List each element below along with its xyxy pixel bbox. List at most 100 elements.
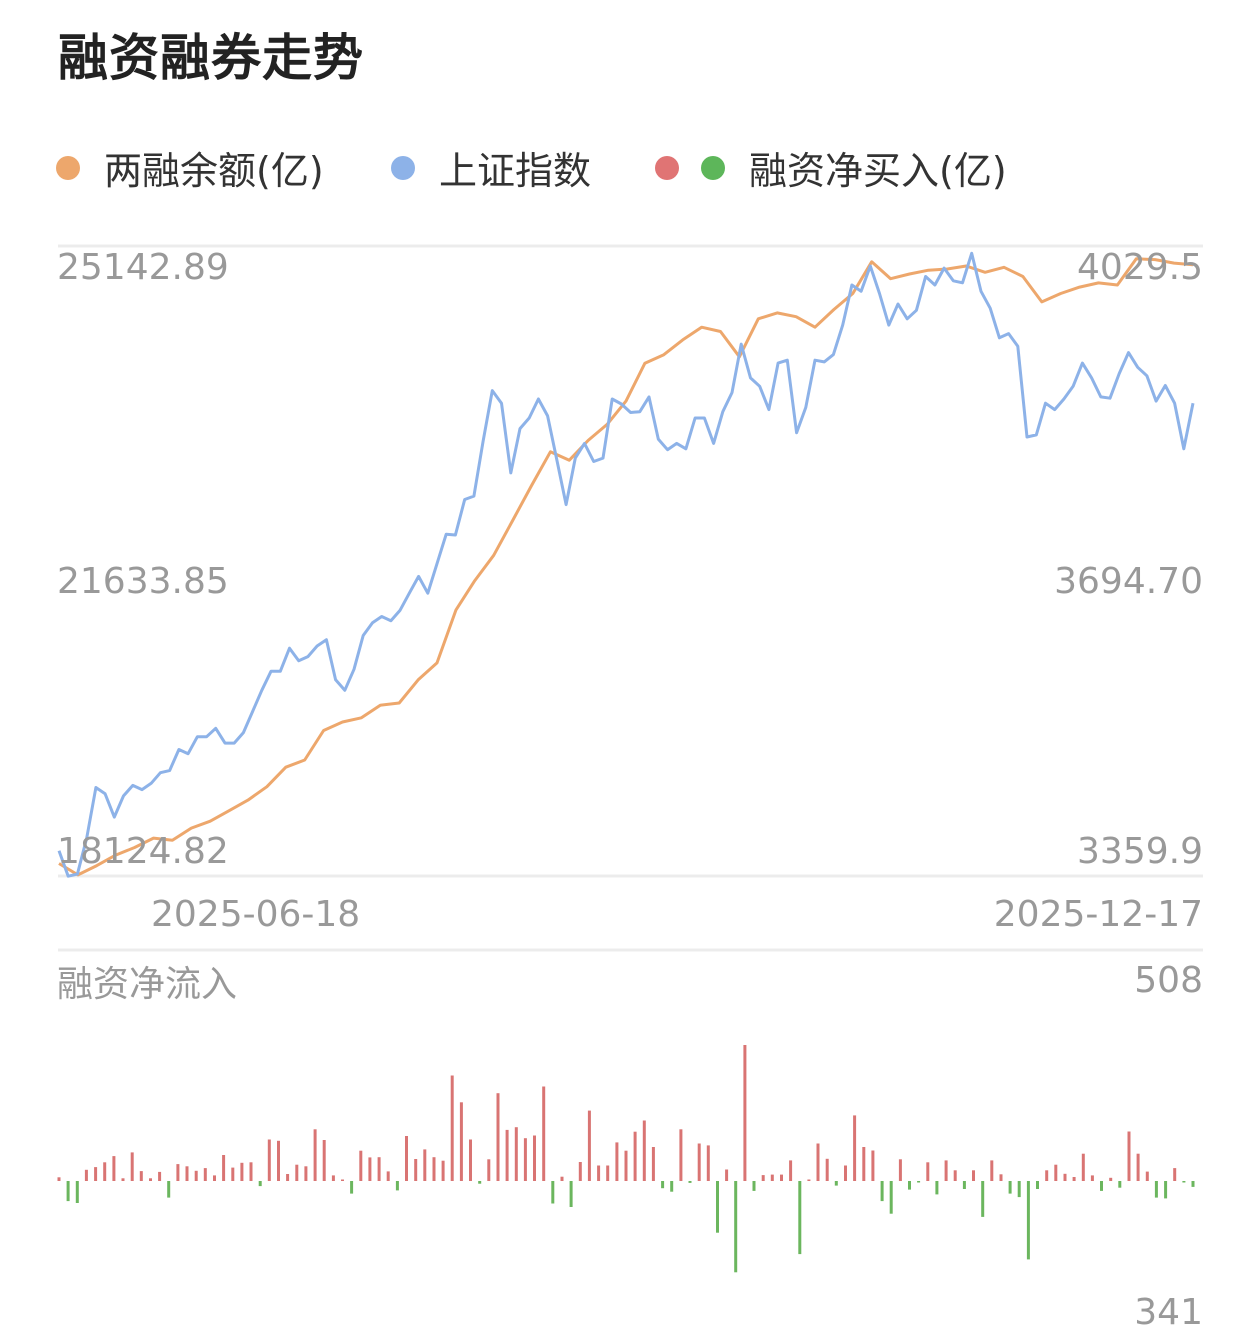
net-inflow-bar-positive [386,1171,390,1181]
net-inflow-bar-positive [240,1162,244,1181]
net-inflow-bar-positive [359,1150,363,1181]
net-inflow-bar-positive [944,1160,948,1181]
net-inflow-bar-negative [670,1181,674,1192]
net-inflow-bar-positive [780,1174,783,1181]
net-inflow-bar-positive [286,1174,290,1181]
net-inflow-bar-negative [734,1181,738,1273]
net-inflow-bar-positive [423,1149,427,1181]
bar-axis-max: 508 [1134,960,1203,1001]
net-inflow-bar-negative [66,1181,70,1202]
net-inflow-bar-negative [1036,1181,1039,1189]
net-inflow-bar-positive [789,1160,793,1181]
net-inflow-bar-positive [103,1162,107,1181]
net-inflow-bar-positive [295,1164,299,1181]
net-inflow-bar-positive [514,1127,518,1181]
net-inflow-bar-positive [898,1159,902,1181]
net-inflow-bar-positive [203,1168,207,1181]
net-inflow-bar-positive [469,1139,472,1181]
net-inflow-bar-positive [194,1170,198,1181]
net-inflow-bar-positive [761,1175,765,1181]
red-dot-icon [655,155,679,180]
net-inflow-bar-negative [880,1181,884,1202]
net-inflow-bar-negative [1026,1181,1030,1260]
net-inflow-bar-positive [1063,1173,1067,1181]
left-axis-mid: 21633.85 [57,561,229,602]
line-series-group [57,251,1195,878]
net-inflow-bar-positive [844,1165,847,1181]
net-inflow-bar-positive [651,1147,655,1181]
net-inflow-bar-negative [350,1181,354,1194]
net-inflow-bar-positive [816,1143,820,1181]
legend-label: 上证指数 [439,149,592,193]
legend-item-sse-index[interactable]: 上证指数 [391,140,591,195]
net-inflow-bar-positive [706,1145,710,1181]
net-inflow-bar-positive [249,1162,253,1181]
net-inflow-bar-positive [487,1159,491,1181]
x-axis-label-end: 2025-12-17 [993,894,1203,935]
net-inflow-bar-positive [1136,1153,1140,1181]
net-inflow-bar-negative [167,1181,171,1198]
net-inflow-bar-positive [231,1167,235,1181]
net-inflow-bar-negative [798,1181,802,1255]
net-inflow-bar-negative [688,1181,692,1183]
net-inflow-bar-positive [853,1115,857,1181]
net-inflow-bar-positive [341,1179,344,1181]
net-inflow-bar-negative [1017,1181,1021,1198]
net-inflow-bar-positive [414,1159,418,1181]
net-inflow-bar-positive [1054,1164,1058,1181]
net-inflow-bar-negative [258,1181,262,1187]
net-inflow-bar-positive [450,1075,454,1181]
legend-label: 两融余额(亿) [104,149,324,193]
net-inflow-bar-positive [441,1160,445,1181]
net-inflow-bar-positive [697,1143,701,1181]
net-inflow-bar-positive [642,1120,646,1181]
right-axis-max: 4029.5 [1077,247,1203,288]
net-inflow-bar-positive [807,1179,811,1181]
bar-chart-title: 融资净流入 [57,964,238,1005]
x-axis-label-start: 2025-06-18 [151,894,361,935]
net-inflow-bar-positive [1072,1177,1076,1181]
net-inflow-bar-positive [149,1178,152,1181]
net-inflow-bar-positive [1173,1168,1177,1181]
net-inflow-bar-positive [158,1171,162,1181]
net-inflow-bar-positive [633,1131,637,1181]
net-inflow-bar-positive [1109,1177,1113,1181]
net-inflow-bar-positive [368,1157,372,1181]
legend-item-margin-balance[interactable]: 两融余额(亿) [56,140,324,195]
net-inflow-bar-positive [606,1165,610,1181]
legend-item-net-buy[interactable]: 融资净买入(亿) [655,140,1007,195]
sse-index-line [57,251,1195,878]
net-inflow-bar-negative [551,1181,555,1204]
net-inflow-bar-negative [1118,1181,1122,1188]
net-inflow-bar-positive [1045,1170,1049,1181]
net-inflow-bar-positive [432,1157,436,1181]
net-inflow-bar-positive [560,1176,564,1181]
net-inflow-bar-negative [395,1181,399,1191]
net-inflow-bar-negative [1191,1181,1195,1187]
net-inflow-bar-positive [496,1093,500,1181]
net-inflow-bar-positive [624,1150,628,1181]
net-inflow-bar-positive [322,1140,326,1181]
net-inflow-bar-positive [523,1138,527,1181]
orange-dot-icon [56,155,80,180]
net-inflow-bar-positive [679,1129,683,1181]
right-axis-min: 3359.9 [1077,831,1203,872]
net-inflow-bar-negative [1154,1181,1158,1198]
net-inflow-bar-positive [990,1160,994,1181]
net-inflow-bar-positive [1145,1171,1149,1181]
net-inflow-bar-positive [825,1158,829,1181]
net-inflow-bar-negative [935,1181,939,1195]
net-inflow-bar-negative [908,1181,911,1190]
page-title: 融资融券走势 [58,29,364,87]
net-inflow-bar-positive [459,1102,463,1181]
blue-dot-icon [391,155,415,180]
net-inflow-bar-positive [405,1136,408,1181]
net-inflow-bar-negative [1182,1181,1186,1183]
net-inflow-bar-positive [176,1164,180,1181]
net-inflow-bar-negative [752,1181,756,1191]
net-inflow-bar-negative [1164,1181,1168,1199]
net-inflow-bar-positive [57,1177,61,1181]
net-inflow-bar-positive [185,1166,189,1181]
net-inflow-bar-positive [871,1150,875,1181]
